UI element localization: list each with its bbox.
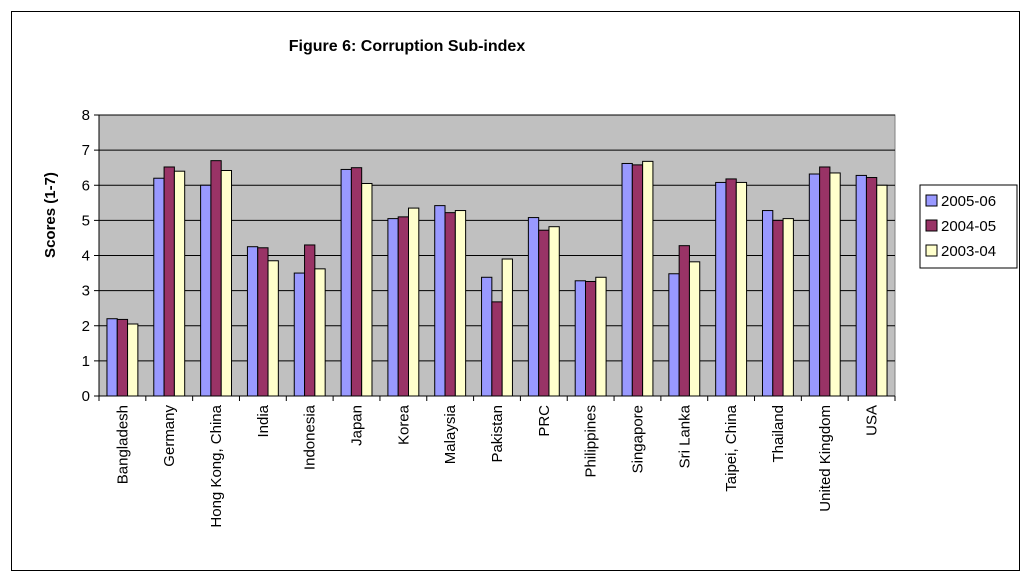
bar-2004-05-united-kingdom <box>819 166 831 397</box>
bar-2005-06-philippines <box>574 280 586 397</box>
legend-label: 2005-06 <box>941 193 996 210</box>
x-category-label: Malaysia <box>442 404 459 464</box>
x-category-label: Pakistan <box>489 405 506 463</box>
plot-area <box>98 114 896 397</box>
bar-2003-04-germany <box>173 170 186 397</box>
x-category-label: Japan <box>349 405 366 446</box>
bar-2003-04-thailand <box>782 218 794 397</box>
y-tick-label: 5 <box>82 212 90 229</box>
bar-2003-04-usa <box>876 184 888 397</box>
legend-swatch <box>925 219 938 232</box>
y-tick-label: 2 <box>82 318 90 335</box>
bar-2003-04-sri-lanka <box>688 261 701 397</box>
chart-frame: Figure 6: Corruption Sub-index 0 1 2 3 4 5 6 7 8… <box>11 11 1020 571</box>
bar-2005-06-germany <box>153 177 165 397</box>
y-tick-label: 7 <box>82 142 90 159</box>
y-tick-label: 6 <box>82 177 90 194</box>
bar-2005-06-singapore <box>621 162 633 397</box>
bar-2004-05-taipei-china <box>725 178 737 397</box>
x-category-label: United Kingdom <box>817 405 834 512</box>
x-category-label: India <box>255 404 272 437</box>
bar-2004-05-germany <box>163 166 175 397</box>
y-tick-label: 0 <box>82 388 90 405</box>
bar-2004-05-korea <box>397 216 410 397</box>
x-category-label: Bangladesh <box>114 405 131 484</box>
x-category-label: Korea <box>395 404 412 445</box>
bar-2004-05-india <box>257 247 269 397</box>
x-axis: Bangladesh Germany Hong Kong, China India In… <box>98 395 896 528</box>
x-category-label: Singapore <box>629 405 646 473</box>
legend-swatch <box>925 194 938 207</box>
bar-2003-04-korea <box>408 207 420 397</box>
bar-2004-05-malaysia <box>444 212 456 397</box>
bar-2003-04-united-kingdom <box>829 172 841 397</box>
bar-2005-06-japan <box>340 168 352 397</box>
bar-2003-04-japan <box>361 182 373 397</box>
bar-2004-05-pakistan <box>491 301 503 397</box>
x-category-label: Taipei, China <box>723 404 740 491</box>
bar-2003-04-hong-kong-china <box>220 169 233 397</box>
bar-2003-04-malaysia <box>454 210 467 397</box>
x-category-label: PRC <box>536 405 553 437</box>
bar-2004-05-thailand <box>772 219 784 397</box>
y-tick-label: 3 <box>82 283 90 300</box>
y-tick-label: 1 <box>82 353 90 370</box>
y-tick-label: 8 <box>82 107 90 124</box>
bar-2005-06-united-kingdom <box>808 173 821 397</box>
bar-2004-05-japan <box>350 167 363 397</box>
bar-2004-05-usa <box>865 177 878 397</box>
bar-2003-04-bangladesh <box>127 323 139 397</box>
x-category-label: Philippines <box>583 405 600 478</box>
bar-2005-06-malaysia <box>434 205 446 397</box>
bar-2005-06-prc <box>527 217 540 397</box>
y-tick-label: 4 <box>82 248 90 265</box>
legend: 2005-06 2004-05 2003-04 <box>919 184 1018 269</box>
x-category-label: Sri Lanka <box>676 404 693 468</box>
bar-2004-05-indonesia <box>304 244 316 397</box>
bar-2005-06-indonesia <box>293 272 306 397</box>
bar-2004-05-philippines <box>584 280 597 397</box>
bar-2005-06-india <box>246 246 259 397</box>
bar-2005-06-thailand <box>761 210 774 397</box>
x-category-label: Hong Kong, China <box>208 404 225 527</box>
bar-2004-05-sri-lanka <box>678 245 690 397</box>
bar-2005-06-bangladesh <box>106 318 118 397</box>
bar-2003-04-indonesia <box>314 268 326 397</box>
y-axis: 0 1 2 3 4 5 6 7 8 <box>82 107 100 405</box>
bar-2005-06-taipei-china <box>715 181 727 397</box>
bar-2004-05-hong-kong-china <box>210 160 222 397</box>
bar-chart: Figure 6: Corruption Sub-index 0 1 2 3 4 5 6 7 8… <box>42 38 1018 528</box>
legend-label: 2004-05 <box>941 218 996 235</box>
bar-2003-04-india <box>267 260 279 397</box>
y-axis-label: Scores (1-7) <box>42 172 59 258</box>
legend-label: 2003-04 <box>941 243 996 260</box>
legend-swatch <box>925 244 938 257</box>
bar-2005-06-sri-lanka <box>668 273 680 397</box>
x-category-label: USA <box>864 405 881 436</box>
bar-2003-04-singapore <box>642 160 654 397</box>
bar-2003-04-philippines <box>595 276 607 397</box>
bar-2003-04-taipei-china <box>735 181 748 397</box>
chart-title: Figure 6: Corruption Sub-index <box>289 38 526 55</box>
bar-2005-06-hong-kong-china <box>200 184 212 397</box>
bar-2003-04-prc <box>548 226 560 397</box>
x-category-label: Germany <box>161 405 178 467</box>
x-category-label: Thailand <box>770 405 787 463</box>
bar-2004-05-bangladesh <box>116 318 129 397</box>
bar-2005-06-korea <box>387 218 399 397</box>
bar-2005-06-usa <box>855 174 867 397</box>
bar-2004-05-singapore <box>631 164 644 397</box>
bar-2004-05-prc <box>538 229 550 397</box>
x-category-label: Indonesia <box>302 404 319 470</box>
bar-2005-06-pakistan <box>481 276 493 397</box>
bar-2003-04-pakistan <box>501 258 513 397</box>
